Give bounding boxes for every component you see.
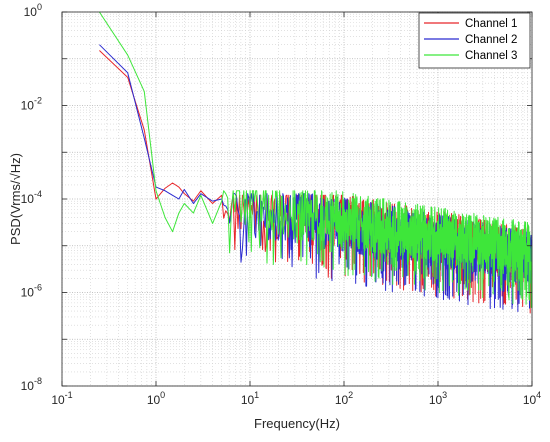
x-axis-label: Frequency(Hz) <box>254 416 340 431</box>
y-tick-label: 10-2 <box>21 96 42 113</box>
legend: Channel 1 Channel 2 Channel 3 <box>418 12 531 69</box>
y-tick-label: 10-8 <box>21 376 42 393</box>
x-tick-label: 102 <box>335 390 353 407</box>
tick-marks <box>61 11 533 387</box>
x-tick-label: 100 <box>147 390 165 407</box>
x-tick-label: 101 <box>241 390 259 407</box>
x-tick-label: 103 <box>429 390 447 407</box>
x-tick-label: 10-1 <box>51 390 72 407</box>
x-tick-label: 104 <box>523 390 541 407</box>
x-tick-labels: 10-1 100 101 102 103 104 <box>51 390 541 407</box>
y-tick-label: 100 <box>24 2 42 19</box>
y-axis-label: PSD(Vrms/√Hz) <box>8 153 23 245</box>
legend-label-channel-2: Channel 2 <box>465 34 517 46</box>
legend-box <box>418 12 531 69</box>
y-tick-label: 10-4 <box>21 189 42 206</box>
series-line-channel-3 <box>98 11 533 308</box>
y-tick-label: 10-6 <box>21 283 42 300</box>
legend-label-channel-1: Channel 1 <box>465 18 517 30</box>
series-layer <box>98 11 533 314</box>
legend-label-channel-3: Channel 3 <box>465 50 517 62</box>
y-tick-labels: 10-8 10-6 10-4 10-2 100 <box>21 2 42 393</box>
